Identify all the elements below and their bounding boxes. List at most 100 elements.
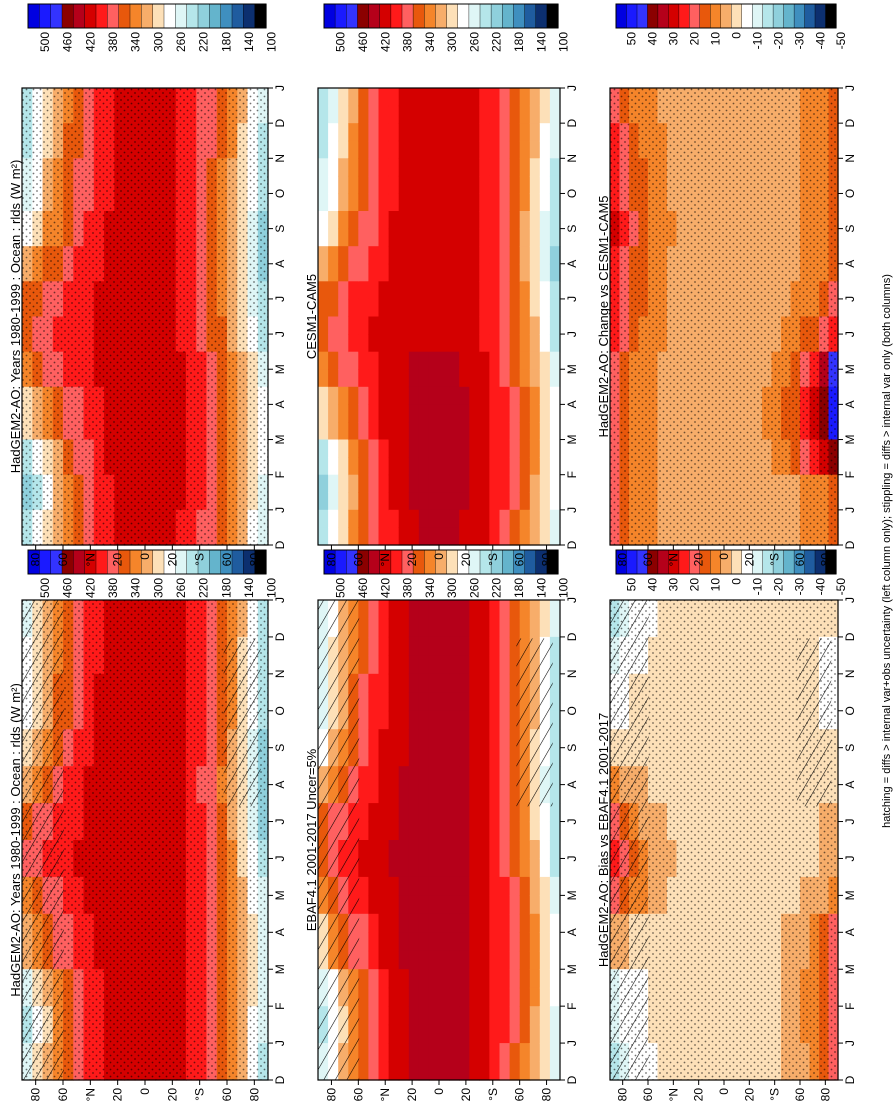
heat-cell (489, 298, 501, 318)
heat-cell (549, 913, 561, 933)
lat-tick-label: 20 (111, 553, 125, 567)
heat-cell (408, 386, 420, 405)
heat-cell (318, 263, 329, 282)
heat-cell (368, 457, 380, 476)
heat-cell (539, 246, 551, 265)
heat-cell (398, 193, 410, 212)
panel-p3: 80 60 °N 20 0 20 °S 60 80 D J F M A M J J A S O N D J EBAF4.1 2… (304, 549, 579, 1101)
heat-cell (459, 747, 470, 767)
heat-cell (428, 618, 440, 638)
heat-cell (519, 439, 531, 458)
heat-cell (459, 987, 470, 1007)
lat-tick-label: 0 (717, 1088, 731, 1095)
heat-cell (529, 316, 541, 335)
hatch-overlay-north (22, 600, 64, 1080)
heat-cell (318, 334, 329, 353)
colorbar-label: 460 (356, 32, 370, 52)
heat-cell (398, 228, 410, 247)
heat-cell (439, 692, 450, 712)
heat-cell (378, 263, 390, 282)
heat-cell (318, 105, 329, 124)
colorbar-label: 50 (625, 32, 639, 46)
heat-cell (509, 281, 521, 300)
heat-cell (479, 175, 490, 195)
heat-cell (318, 351, 329, 370)
heat-cell (428, 193, 440, 212)
stipple-overlay (610, 88, 838, 545)
heat-cell (368, 729, 380, 749)
heat-cell (328, 246, 339, 265)
heat-cell (428, 1061, 440, 1081)
heat-cell (418, 193, 430, 212)
lat-tick-label: 60 (220, 1088, 234, 1102)
month-tick-label: D (273, 118, 287, 127)
heat-cell (449, 439, 460, 458)
heat-cell (408, 636, 420, 656)
heat-cell (368, 858, 380, 878)
heat-cell (408, 175, 420, 195)
heat-cell (479, 88, 490, 107)
heat-cell (358, 439, 369, 458)
heat-cell (348, 439, 359, 458)
heat-cell (318, 369, 329, 388)
heat-cell (449, 316, 460, 335)
month-tick-label: F (843, 471, 857, 478)
heat-cell (378, 211, 390, 230)
colorbar-swatch (39, 3, 52, 29)
colorbar-swatch (804, 3, 816, 29)
heat-cell (398, 105, 410, 124)
heat-cell (408, 439, 420, 458)
panel-title: EBAF4.1 2001-2017 Uncer=5% (304, 748, 319, 931)
colorbar-label: 340 (423, 32, 437, 52)
heat-cell (449, 351, 460, 370)
heat-cell (539, 228, 551, 247)
heat-cell (418, 527, 430, 546)
heat-cell (408, 618, 420, 638)
heat-cell (509, 88, 521, 107)
heat-cell (388, 246, 400, 265)
heat-cell (358, 858, 369, 878)
heat-cell (439, 1043, 450, 1063)
month-tick-label: F (273, 471, 287, 478)
heat-cell (338, 211, 349, 230)
heat-cell (529, 895, 541, 915)
month-tick-label: F (565, 1002, 579, 1009)
heat-cell (439, 211, 450, 230)
heat-cell (529, 298, 541, 318)
heat-cell (519, 895, 531, 915)
heat-cell (439, 821, 450, 841)
month-tick-label: M (843, 435, 857, 445)
heat-cell (378, 422, 390, 441)
heat-cell (358, 369, 369, 388)
month-tick-label: A (565, 260, 579, 268)
heat-cell (358, 692, 369, 712)
heat-cell (368, 673, 380, 693)
heat-cell (529, 140, 541, 159)
heat-cell (418, 600, 430, 620)
heat-cell (439, 351, 450, 370)
heat-cell (358, 840, 369, 860)
heat-cell (398, 876, 410, 896)
heat-cell (428, 246, 440, 265)
heat-cell (368, 600, 380, 620)
colorbar-label: 460 (61, 32, 75, 52)
heat-cell (439, 457, 450, 476)
heat-cell (509, 211, 521, 230)
heat-cell (479, 766, 490, 786)
lat-tick-label: °N (378, 1088, 392, 1101)
heat-cell (428, 840, 440, 860)
heat-cell (549, 334, 561, 353)
month-tick-label: F (273, 1002, 287, 1009)
month-tick-label: A (843, 781, 857, 789)
heat-cell (358, 263, 369, 282)
heat-cell (388, 784, 400, 804)
colorbar-swatch (502, 3, 514, 29)
heat-cell (439, 876, 450, 896)
heat-cell (428, 316, 440, 335)
heat-cell (469, 369, 480, 388)
heat-cell (378, 140, 390, 159)
heat-cell (519, 105, 531, 124)
colorbar-label: 500 (334, 578, 348, 598)
heat-cell (549, 840, 561, 860)
heat-cell (439, 334, 450, 353)
